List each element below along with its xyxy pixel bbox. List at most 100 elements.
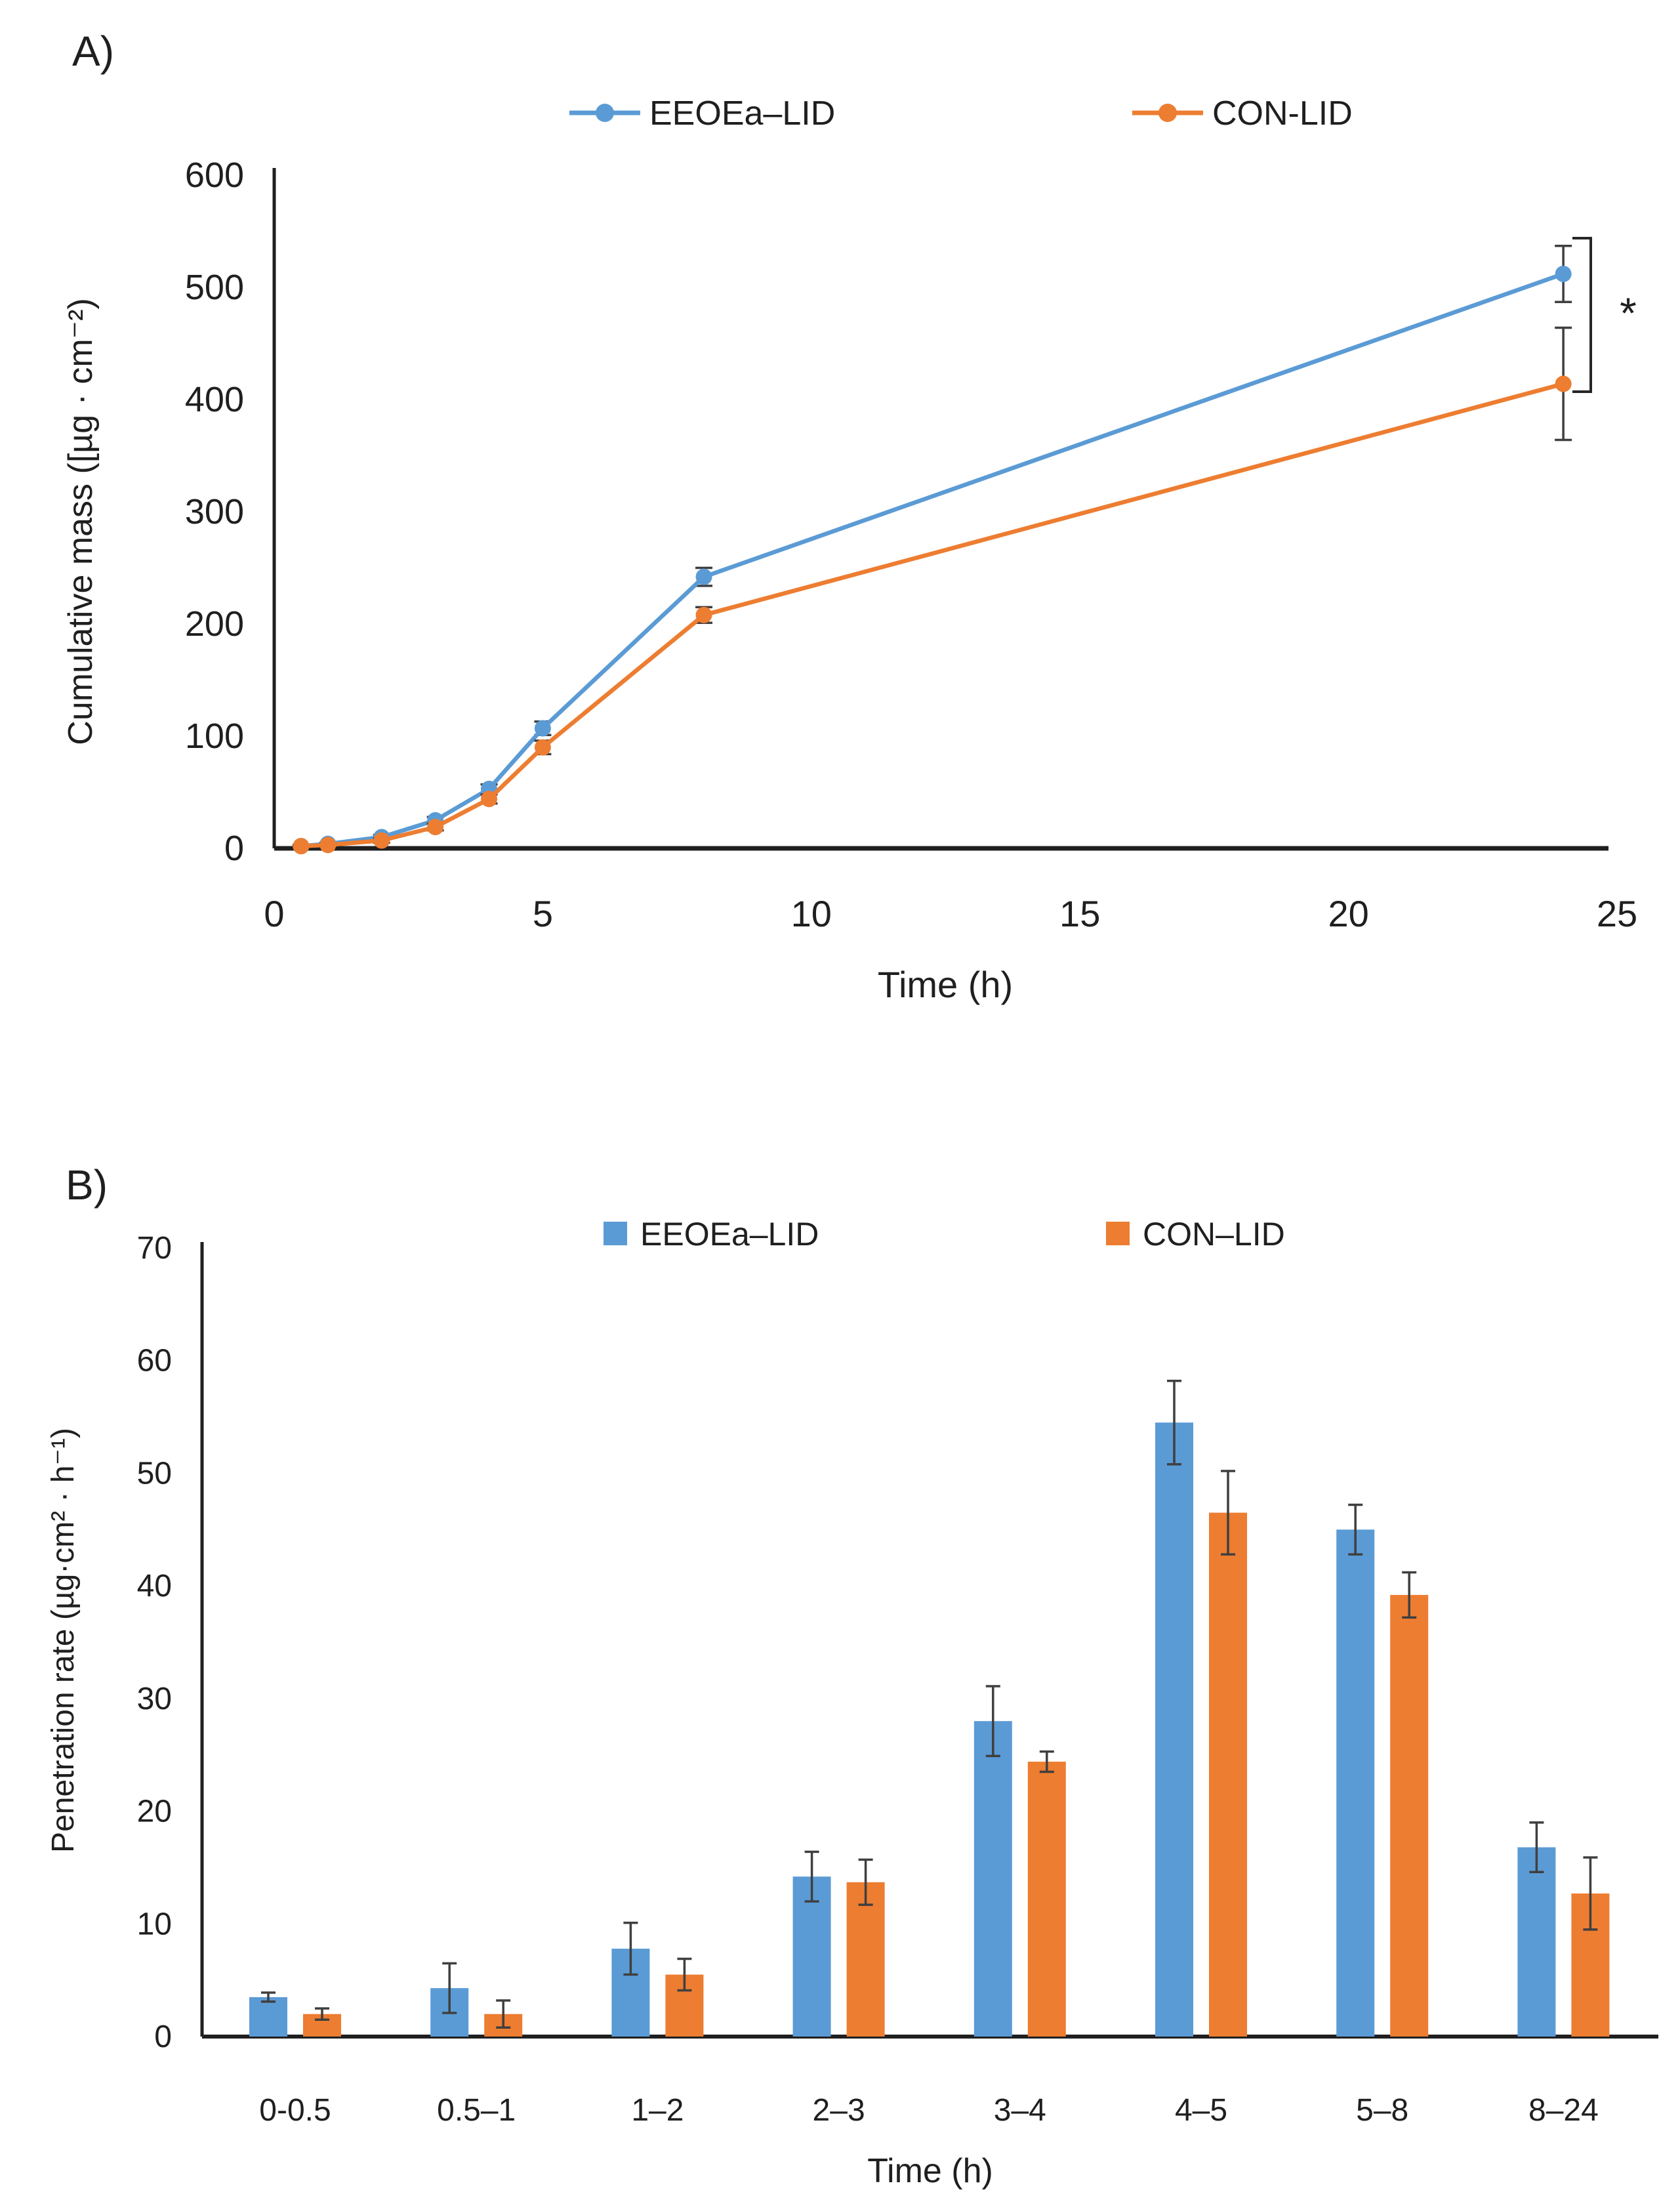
data-point-marker — [293, 838, 310, 855]
significance-asterisk: * — [1620, 289, 1637, 337]
y-tick-label: 10 — [137, 1907, 172, 1941]
y-axis-title: Penetration rate (µg·cm² · h⁻¹) — [46, 1428, 81, 1853]
data-point-marker — [534, 739, 551, 756]
bar-group-item — [1027, 1750, 1066, 2037]
panel-b-legend-item: CON–LID — [1106, 1216, 1285, 1253]
bar-group-item — [1155, 1379, 1193, 2037]
y-tick-label: 200 — [185, 604, 244, 644]
error-bar — [315, 2007, 329, 2021]
error-bar — [804, 1850, 819, 1903]
bar-group-item — [665, 1957, 704, 2037]
error-bar — [623, 1921, 638, 1976]
bar — [973, 1721, 1012, 2037]
error-bar — [1402, 1571, 1417, 1619]
legend-square-marker-icon — [604, 1222, 627, 1245]
bar — [1209, 1512, 1247, 2037]
y-tick-label: 60 — [137, 1344, 172, 1378]
y-tick-label: 50 — [137, 1456, 172, 1491]
error-bar — [1167, 1379, 1181, 1466]
legend-label: EEOEa–LID — [649, 94, 835, 133]
significance-bracket — [1572, 237, 1592, 393]
panel-a: A) EEOEa–LID CON-LID 0 100 200 300 400 500 600 0 5 1… — [62, 28, 1637, 1005]
data-point-marker — [534, 720, 551, 737]
bar-group-item — [484, 1999, 523, 2037]
data-point-marker — [695, 568, 712, 585]
y-axis-title: Cumulative mass ([µg · cm⁻²) — [62, 298, 100, 745]
y-tick-label: 500 — [185, 268, 244, 307]
x-axis-title: Time (h) — [867, 2152, 993, 2190]
legend-label: CON–LID — [1143, 1216, 1285, 1253]
series-1 — [292, 244, 1572, 855]
error-bar — [1529, 1821, 1544, 1874]
legend-label: CON-LID — [1212, 94, 1353, 133]
bar-group-item — [973, 1685, 1012, 2037]
error-bar — [677, 1957, 692, 1992]
x-tick-label: 0 — [264, 893, 284, 934]
data-point-marker — [373, 832, 390, 849]
y-tick-label: 0 — [224, 829, 244, 868]
bar-group-item — [1517, 1821, 1556, 2037]
bar — [846, 1882, 885, 2037]
y-tick-label: 30 — [137, 1682, 172, 1716]
error-bar — [1039, 1750, 1054, 1773]
x-tick-label: 25 — [1597, 893, 1637, 934]
data-point-marker — [1555, 375, 1572, 392]
bar — [792, 1876, 831, 2037]
data-point-marker — [1555, 265, 1572, 282]
series-line — [300, 272, 1565, 848]
y-tick-label: 70 — [137, 1231, 172, 1266]
error-bar — [858, 1858, 873, 1906]
x-tick-label: 5 — [533, 893, 553, 934]
panel-b: B) EEOEa–LID CON–LID 0 10 20 30 40 50 60 70 0-0.5 0.… — [46, 1161, 1658, 2190]
y-tick-label: 100 — [185, 716, 244, 756]
panel-a-legend-item: EEOEa–LID — [569, 94, 835, 133]
panel-a-legend-item: CON-LID — [1132, 94, 1353, 133]
legend-label: EEOEa–LID — [640, 1216, 819, 1253]
bar-group-item — [611, 1921, 650, 2037]
error-bar — [261, 1991, 276, 2003]
error-bar — [442, 1962, 457, 2014]
bar-group-item — [303, 2007, 341, 2037]
bar — [1517, 1847, 1556, 2037]
data-point-marker — [319, 837, 337, 854]
y-tick-label: 40 — [137, 1569, 172, 1604]
legend-dot-marker-icon — [596, 104, 614, 122]
data-point-marker — [481, 791, 498, 808]
bar-group-item — [1571, 1856, 1610, 2037]
error-bar — [496, 1999, 511, 2029]
y-tick-label: 600 — [185, 155, 244, 195]
error-bar — [1348, 1503, 1363, 1556]
x-category-label: 4–5 — [1175, 2093, 1227, 2128]
x-category-label: 2–3 — [813, 2093, 865, 2128]
panel-b-legend-item: EEOEa–LID — [604, 1216, 819, 1253]
bar — [1027, 1762, 1066, 2037]
x-axis-title: Time (h) — [878, 964, 1013, 1005]
bar — [249, 1997, 287, 2037]
x-tick-label: 15 — [1059, 893, 1100, 934]
bar-group-item — [1390, 1571, 1429, 2037]
y-tick-label: 300 — [185, 492, 244, 531]
series-2 — [292, 326, 1572, 855]
bar-group-item — [846, 1858, 885, 2037]
bar-group-item — [1336, 1503, 1375, 2037]
panel-b-label: B) — [66, 1161, 108, 1209]
significance-annotation: * — [1572, 237, 1637, 393]
bar-group-item — [1209, 1470, 1247, 2037]
error-bar — [1583, 1856, 1598, 1931]
x-category-label: 3–4 — [994, 2093, 1046, 2128]
data-point-marker — [427, 819, 444, 836]
bar — [1390, 1594, 1429, 2037]
y-tick-label: 20 — [137, 1794, 172, 1829]
x-category-label: 1–2 — [631, 2093, 684, 2128]
data-point-marker — [695, 606, 712, 623]
x-category-label: 8–24 — [1528, 2093, 1599, 2128]
x-category-label: 5–8 — [1356, 2093, 1408, 2128]
legend-square-marker-icon — [1106, 1222, 1130, 1245]
panel-a-label: A) — [72, 28, 114, 75]
bar-group-item — [792, 1850, 831, 2037]
series-line — [300, 381, 1564, 848]
x-category-label: 0-0.5 — [259, 2093, 331, 2128]
y-tick-label: 0 — [154, 2020, 172, 2054]
legend-dot-marker-icon — [1158, 104, 1177, 122]
